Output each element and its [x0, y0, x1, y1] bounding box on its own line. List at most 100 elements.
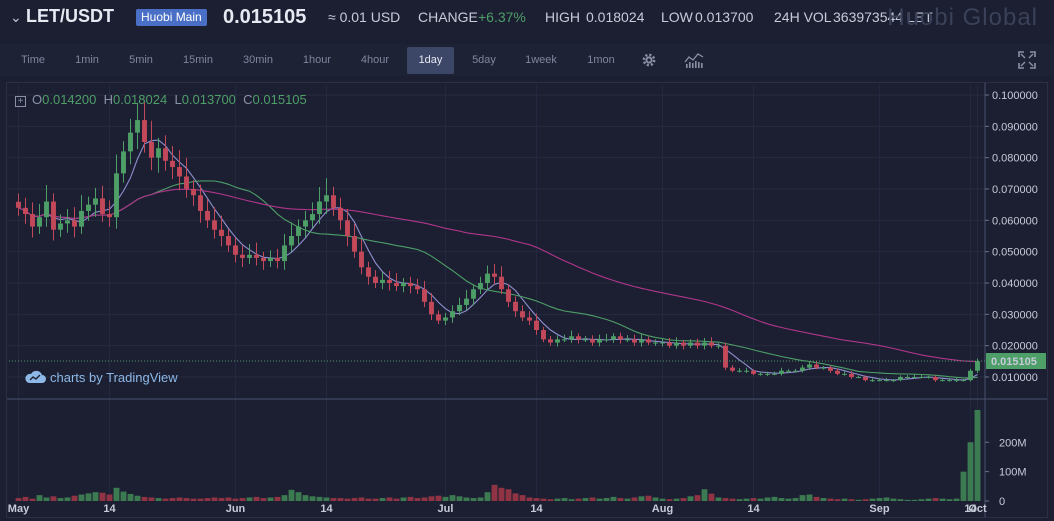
low-value: 0.013700 — [181, 92, 236, 107]
volume-bar — [176, 497, 183, 501]
candle-body — [317, 201, 322, 215]
price-tick-label: 0.020000 — [992, 341, 1038, 353]
interval-1week[interactable]: 1week — [525, 54, 557, 66]
volume-bar — [323, 497, 330, 501]
volume-bar — [792, 498, 799, 501]
volume-bar — [463, 497, 470, 501]
interval-30min[interactable]: 30min — [243, 54, 273, 66]
volume-bar — [645, 495, 652, 501]
expand-legend-icon[interactable]: + — [15, 96, 26, 107]
candle-body — [940, 380, 945, 382]
interval-1min[interactable]: 1min — [75, 54, 99, 66]
volume-bar — [344, 498, 351, 501]
volume-bar — [148, 497, 155, 501]
candle-body — [954, 380, 959, 382]
candle-body — [779, 370, 784, 374]
price-tick-label: 0.060000 — [992, 215, 1038, 227]
x-tick-label: 14 — [747, 503, 760, 515]
candle-body — [618, 336, 623, 340]
volume-bar — [246, 497, 253, 501]
candle-body — [758, 373, 763, 375]
candle-body — [373, 276, 378, 283]
volume-bar — [876, 498, 883, 501]
interval-time[interactable]: Time — [20, 54, 46, 66]
interval-5day[interactable]: 5day — [472, 54, 496, 66]
volume-bar — [239, 498, 246, 501]
candle-body — [65, 220, 70, 224]
moving-average-line — [18, 139, 978, 381]
interval-4hour[interactable]: 4hour — [360, 54, 390, 66]
gear-icon[interactable] — [640, 51, 658, 69]
volume-bar — [414, 498, 421, 501]
volume-bar — [617, 498, 624, 501]
volume-bar — [43, 497, 50, 501]
interval-1mon[interactable]: 1mon — [587, 54, 615, 66]
candle-body — [324, 195, 329, 202]
indicators-icon[interactable] — [684, 51, 704, 69]
close-value: 0.015105 — [252, 92, 307, 107]
interval-1day[interactable]: 1day — [407, 47, 454, 74]
volume-bar — [701, 489, 708, 501]
interval-5min[interactable]: 5min — [129, 54, 153, 66]
volume-bar — [848, 499, 855, 501]
interval-1hour[interactable]: 1hour — [302, 54, 332, 66]
volume-bar — [155, 498, 162, 501]
candle-body — [86, 204, 91, 211]
candle-body — [667, 342, 672, 346]
change-value: +6.37% — [478, 9, 526, 25]
candle-body — [331, 195, 336, 208]
fullscreen-icon[interactable] — [1018, 51, 1036, 69]
candle-body — [709, 342, 714, 346]
exchange-logo: Huobi Global — [887, 4, 1038, 31]
volume-bar — [596, 498, 603, 501]
volume-bar — [218, 498, 225, 501]
candle-body — [541, 330, 546, 340]
candle-body — [492, 273, 497, 277]
candle-body — [772, 373, 777, 375]
volume-bar — [428, 496, 435, 501]
candle-body — [156, 148, 161, 158]
volume-bar — [141, 496, 148, 501]
pair-title[interactable]: LET/USDT — [26, 6, 114, 26]
volume-bar — [505, 489, 512, 501]
candle-body — [513, 301, 518, 312]
volume-bar — [400, 497, 407, 501]
volume-bar — [610, 496, 617, 501]
candle-body — [79, 210, 84, 227]
x-tick-label: Sep — [869, 503, 889, 515]
chart-panel[interactable]: 0.100000 0.090000 0.080000 0.070000 0.060000… — [6, 82, 1048, 518]
tradingview-watermark[interactable]: charts by TradingView — [24, 370, 178, 385]
candle-body — [219, 229, 224, 236]
volume-bar — [827, 498, 834, 501]
candle-body — [212, 220, 217, 230]
candle-body — [142, 120, 147, 142]
volume-bar — [918, 499, 925, 501]
candle-body — [436, 314, 441, 321]
candle-body — [975, 361, 980, 371]
candle-body — [723, 345, 728, 368]
candle-body — [387, 279, 392, 283]
volume-bar — [29, 498, 36, 501]
watermark-brand: TradingView — [106, 370, 178, 385]
volume-bar — [92, 492, 99, 501]
volume-bar — [358, 497, 365, 501]
volume-bar — [64, 497, 71, 501]
price-chart[interactable]: 0.100000 0.090000 0.080000 0.070000 0.060000… — [7, 83, 1047, 517]
candle-body — [548, 339, 553, 343]
volume-bar — [953, 498, 960, 501]
vol-value: 363973544 LET — [833, 9, 933, 25]
candle-body — [702, 342, 707, 346]
candle-body — [884, 380, 889, 382]
interval-15min[interactable]: 15min — [183, 54, 213, 66]
volume-bar — [841, 498, 848, 501]
price-tick-label: 0.070000 — [992, 184, 1038, 196]
candle-body — [128, 132, 133, 152]
candle-body — [961, 380, 966, 382]
candle-body — [289, 236, 294, 246]
volume-bar — [813, 496, 820, 501]
volume-bar — [491, 484, 498, 501]
candle-body — [611, 336, 616, 340]
candle-body — [800, 367, 805, 371]
volume-bar — [120, 491, 127, 501]
chevron-down-icon[interactable]: ⌄ — [10, 9, 22, 25]
